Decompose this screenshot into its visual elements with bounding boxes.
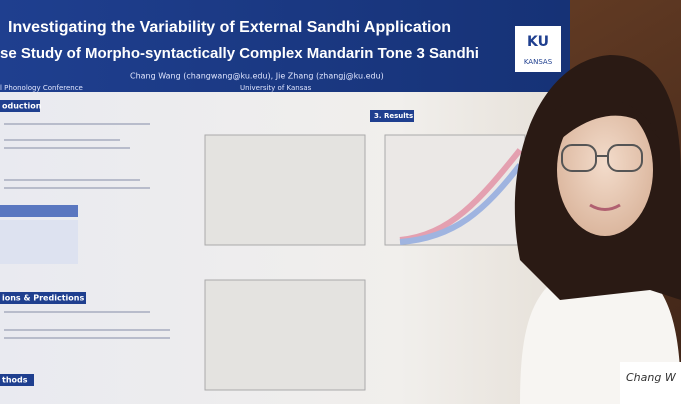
poster-box [0,205,78,217]
poster-conference: l Phonology Conference [0,84,83,92]
poster-title: se Study of Morpho-syntactically Complex… [0,45,479,62]
logo-subtext: KANSAS [524,58,553,66]
logo-text: KU [527,34,549,50]
poster-plot [205,135,365,245]
section-heading: thods [2,376,28,385]
section-heading: 3. Results [374,112,413,120]
section-heading: ions & Predictions [2,294,84,303]
poster-authors: Chang Wang (changwang@ku.edu), Jie Zhang… [130,72,384,81]
name-tag-text: Chang W [626,371,677,384]
poster-affiliation: University of Kansas [240,84,312,92]
photo: Investigating the Variability of Externa… [0,0,681,404]
photo-scene: Investigating the Variability of Externa… [0,0,681,404]
section-heading: oduction [2,102,42,111]
poster-title: Investigating the Variability of Externa… [8,19,451,36]
poster-plot [205,280,365,390]
poster-box [0,220,78,264]
